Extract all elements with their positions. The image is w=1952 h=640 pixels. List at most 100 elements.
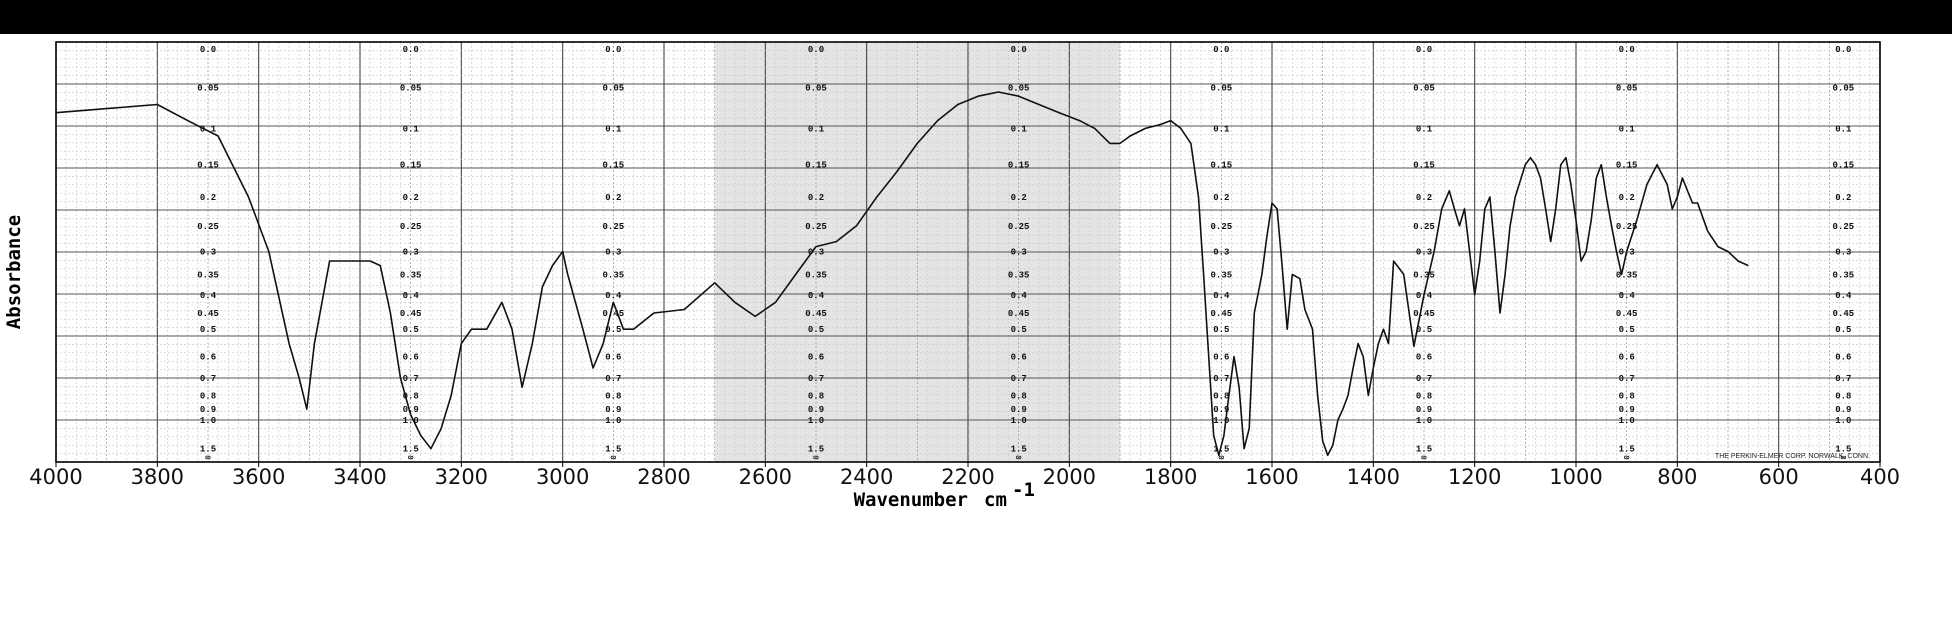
absorbance-scale-label: 0.2 — [808, 193, 824, 203]
absorbance-scale-label: 0.8 — [808, 391, 824, 401]
x-tick-label: 3400 — [333, 465, 386, 489]
absorbance-scale-label: 0.35 — [400, 270, 422, 280]
absorbance-scale-label: 0.25 — [400, 222, 422, 232]
absorbance-scale-label: 0.1 — [403, 124, 420, 134]
x-tick-label: 1000 — [1549, 465, 1602, 489]
absorbance-scale-label: 1.0 — [1011, 416, 1027, 426]
perkin-elmer-credit: THE PERKIN-ELMER CORP. NORWALK, CONN. — [1715, 453, 1870, 460]
absorbance-scale-label: 1.0 — [1835, 416, 1851, 426]
absorbance-scale-label: 0.3 — [605, 248, 621, 258]
absorbance-scale-label: 0.0 — [1619, 45, 1635, 55]
absorbance-scale-label: 0.35 — [1413, 270, 1435, 280]
x-tick-label: 3800 — [131, 465, 184, 489]
absorbance-scale-label: 0.8 — [1416, 391, 1432, 401]
absorbance-scale-label: 0.4 — [1213, 291, 1230, 301]
absorbance-scale-label: 0.4 — [403, 291, 420, 301]
absorbance-scale-label: 1.5 — [1416, 445, 1432, 455]
absorbance-scale-label: 0.7 — [1416, 374, 1432, 384]
absorbance-scale-label: 0.25 — [1833, 222, 1855, 232]
absorbance-scale-label: 0.5 — [1011, 325, 1027, 335]
absorbance-scale-label: 0.9 — [403, 405, 419, 415]
absorbance-scale-label: 0.7 — [808, 374, 824, 384]
x-tick-label: 2000 — [1043, 465, 1096, 489]
absorbance-scale-label: 1.5 — [1011, 445, 1027, 455]
absorbance-scale-label: 0.05 — [1833, 84, 1855, 94]
absorbance-scale-label: 0.6 — [808, 353, 824, 363]
absorbance-scale-label: 0.15 — [1616, 161, 1638, 171]
absorbance-scale-label: 0.4 — [605, 291, 622, 301]
absorbance-scale-label: 0.8 — [1835, 391, 1851, 401]
x-tick-label: 1200 — [1448, 465, 1501, 489]
absorbance-scale-label: 0.15 — [1008, 161, 1030, 171]
absorbance-scale-label: 0.5 — [1416, 325, 1432, 335]
absorbance-scale-label: 0.7 — [200, 374, 216, 384]
absorbance-scale-label: 0.15 — [1833, 161, 1855, 171]
absorbance-scale-label: 0.4 — [808, 291, 825, 301]
absorbance-scale-label: 1.0 — [403, 416, 419, 426]
top-black-band — [0, 0, 1952, 34]
x-tick-label: 2400 — [840, 465, 893, 489]
absorbance-scale-label: 0.5 — [1835, 325, 1851, 335]
absorbance-scale-label: 0.0 — [1011, 45, 1027, 55]
x-axis-ticks: 4000 3800 3600 3400 3200 3000 2800 2600 2400 2200… — [29, 462, 1900, 489]
x-axis-unit-exponent: -1 — [1012, 479, 1035, 501]
absorbance-scale-label: 0.25 — [1211, 222, 1233, 232]
absorbance-scale-label: 0.35 — [1833, 270, 1855, 280]
absorbance-scale-label: 0.1 — [605, 124, 622, 134]
absorbance-scale-label: 0.3 — [1416, 248, 1432, 258]
absorbance-scale-label: 0.6 — [403, 353, 419, 363]
absorbance-scale-label: 0.15 — [197, 161, 219, 171]
absorbance-scale-label: 0.1 — [1835, 124, 1852, 134]
absorbance-scale-label: 0.5 — [605, 325, 621, 335]
absorbance-scale-label: 0.05 — [1616, 84, 1638, 94]
absorbance-scale-label: 0.45 — [1211, 309, 1233, 319]
absorbance-scale-label: 0.15 — [1413, 161, 1435, 171]
x-tick-label: 600 — [1759, 465, 1799, 489]
absorbance-scale-label: ∞ — [1624, 453, 1630, 463]
absorbance-scale-label: 0.25 — [1008, 222, 1030, 232]
absorbance-scale-label: ∞ — [1016, 453, 1022, 463]
absorbance-scale-label: 0.2 — [605, 193, 621, 203]
absorbance-scale-label: 0.3 — [403, 248, 419, 258]
ir-spectrum-chart: 0.0 0.0 0.0 0.0 0.0 0.0 0.0 0.0 0.0 0.05 0.05 0.05 0… — [3, 41, 1900, 511]
absorbance-scale-label: 0.05 — [1211, 84, 1233, 94]
absorbance-scale-label: 0.1 — [1619, 124, 1636, 134]
absorbance-scale-label: 1.5 — [1835, 445, 1851, 455]
absorbance-scale-label: 0.5 — [403, 325, 419, 335]
absorbance-scale-label: 0.7 — [1213, 374, 1229, 384]
absorbance-scale-label: 0.8 — [403, 391, 419, 401]
absorbance-scale-label: 0.1 — [1416, 124, 1433, 134]
absorbance-scale-label: 0.9 — [1213, 405, 1229, 415]
absorbance-scale-label: ∞ — [1841, 453, 1847, 463]
absorbance-scale-label: 0.2 — [200, 193, 216, 203]
absorbance-scale-label: 0.35 — [1211, 270, 1233, 280]
absorbance-scale-label: 0.45 — [603, 309, 625, 319]
absorbance-scale-label: 0.25 — [1413, 222, 1435, 232]
absorbance-scale-label: 0.0 — [403, 45, 419, 55]
absorbance-scale-label: 0.05 — [197, 84, 219, 94]
absorbance-scale-label: 0.35 — [1616, 270, 1638, 280]
absorbance-scale-label: 0.15 — [603, 161, 625, 171]
absorbance-scale-label: 0.4 — [200, 291, 217, 301]
absorbance-scale-label: 1.5 — [1213, 445, 1229, 455]
absorbance-scale-label: ∞ — [813, 453, 819, 463]
absorbance-scale-label: 0.45 — [1008, 309, 1030, 319]
absorbance-scale-label: 0.05 — [805, 84, 827, 94]
absorbance-scale-label: 0.0 — [1835, 45, 1851, 55]
absorbance-scale-label: 0.45 — [197, 309, 219, 319]
absorbance-scale-label: 0.9 — [605, 405, 621, 415]
absorbance-scale-label: 0.5 — [808, 325, 824, 335]
absorbance-scale-label: 0.5 — [1213, 325, 1229, 335]
absorbance-scale-label: 1.5 — [403, 445, 419, 455]
absorbance-scale-label: 0.35 — [805, 270, 827, 280]
x-tick-label: 2200 — [941, 465, 994, 489]
x-tick-label: 2600 — [739, 465, 792, 489]
absorbance-scale-label: 0.9 — [1619, 405, 1635, 415]
spectrum-line — [55, 91, 1749, 457]
absorbance-scale-label: 0.8 — [1619, 391, 1635, 401]
absorbance-scale-label: ∞ — [408, 453, 414, 463]
absorbance-scale-label: 0.2 — [1213, 193, 1229, 203]
absorbance-scale-label: 0.3 — [808, 248, 824, 258]
absorbance-scale-label: 0.3 — [1011, 248, 1027, 258]
absorbance-scale-label: 0.15 — [400, 161, 422, 171]
